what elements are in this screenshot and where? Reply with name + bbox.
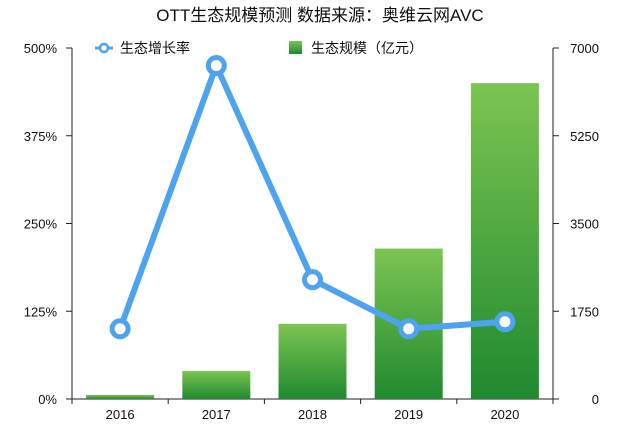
legend-bar-swatch [289,41,302,54]
bar-2018 [278,323,347,399]
growth-point-2017 [205,55,227,77]
left-tick-label: 250% [24,217,58,232]
legend-label-scale: 生态规模（亿元） [311,40,423,56]
right-tick-label: 7000 [570,41,599,56]
right-tick-label: 3500 [570,217,599,232]
left-axis-ticks: 0% 125% 250% 375% 500% [24,41,72,407]
x-tick-label: 2018 [298,407,327,422]
right-tick-label: 5250 [570,129,599,144]
bar-2016 [86,394,155,399]
legend-label-growth: 生态增长率 [120,40,190,56]
bar-2017 [182,370,251,399]
chart-title: OTT生态规模预测 数据来源：奥维云网AVC [156,6,483,25]
x-axis-ticks: 2016 2017 2018 2019 2020 [71,399,554,422]
line-series [109,55,516,340]
right-tick-label: 1750 [570,304,599,319]
left-tick-label: 375% [24,129,58,144]
right-axis-ticks: 0 1750 3500 5250 7000 [553,41,599,407]
growth-point-2020 [494,311,516,333]
growth-point-2016 [109,318,131,340]
x-tick-label: 2019 [394,407,423,422]
bar-2020 [470,83,539,399]
growth-point-2019 [398,318,420,340]
legend: 生态增长率 生态规模（亿元） [95,40,423,56]
left-tick-label: 125% [24,304,58,319]
left-tick-label: 0% [38,392,57,407]
right-tick-label: 0 [592,392,599,407]
legend-line-marker [98,42,110,54]
growth-point-2018 [302,269,323,291]
left-tick-label: 500% [24,41,58,56]
bar-series [86,83,539,399]
x-tick-label: 2016 [106,407,135,422]
x-tick-label: 2020 [490,407,519,422]
x-tick-label: 2017 [202,407,231,422]
